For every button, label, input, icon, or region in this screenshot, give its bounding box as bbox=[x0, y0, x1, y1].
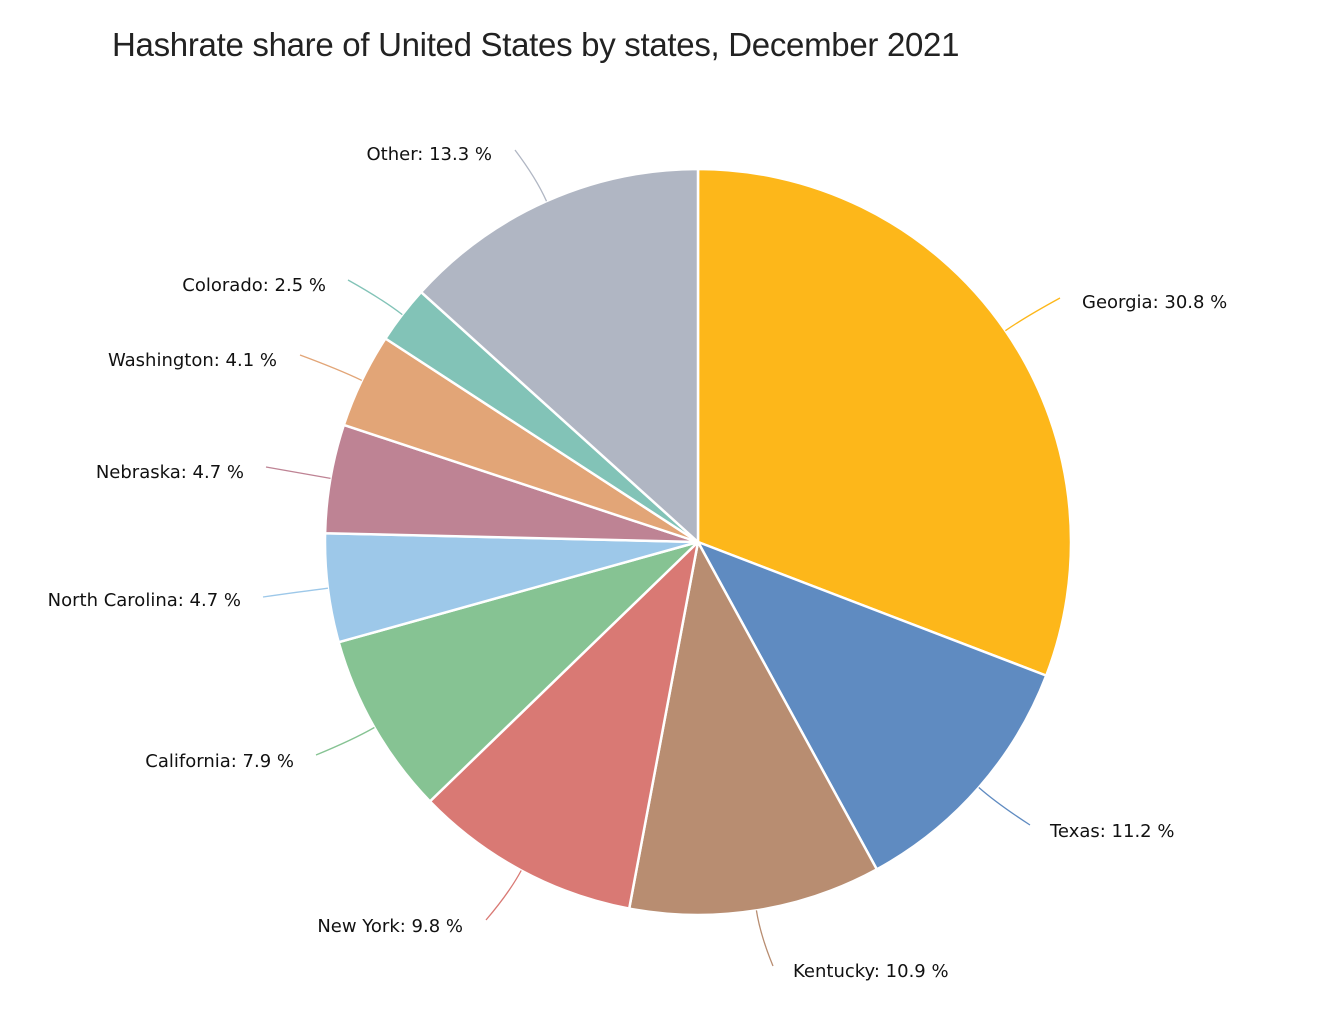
chart-title: Hashrate share of United States by state… bbox=[112, 26, 960, 63]
connector-line bbox=[485, 870, 522, 921]
data-label-other: Other: 13.3 % bbox=[367, 144, 492, 165]
data-label-texas: Texas: 11.2 % bbox=[1049, 821, 1174, 842]
pie-slice-texas[interactable] bbox=[696, 540, 1048, 871]
data-label-new-york: New York: 9.8 % bbox=[317, 916, 463, 937]
pie-slice-new-york[interactable] bbox=[428, 540, 700, 910]
pie-slice-georgia[interactable] bbox=[696, 167, 1073, 677]
connector-line bbox=[978, 787, 1031, 826]
connector-line bbox=[755, 910, 774, 967]
connector-line bbox=[1005, 297, 1061, 332]
data-label-georgia: Georgia: 30.8 % bbox=[1082, 292, 1227, 313]
connector-line bbox=[299, 354, 363, 381]
connector-line bbox=[265, 466, 331, 480]
connector-line bbox=[514, 149, 548, 202]
data-label-north-carolina: North Carolina: 4.7 % bbox=[48, 590, 241, 611]
connector-line bbox=[262, 587, 328, 598]
data-label-california: California: 7.9 % bbox=[145, 751, 294, 772]
data-label-colorado: Colorado: 2.5 % bbox=[182, 275, 326, 296]
connector-line bbox=[347, 279, 403, 316]
data-label-nebraska: Nebraska: 4.7 % bbox=[96, 462, 244, 483]
connector-line bbox=[315, 726, 375, 756]
data-label-washington: Washington: 4.1 % bbox=[108, 350, 277, 371]
data-label-kentucky: Kentucky: 10.9 % bbox=[793, 961, 949, 982]
